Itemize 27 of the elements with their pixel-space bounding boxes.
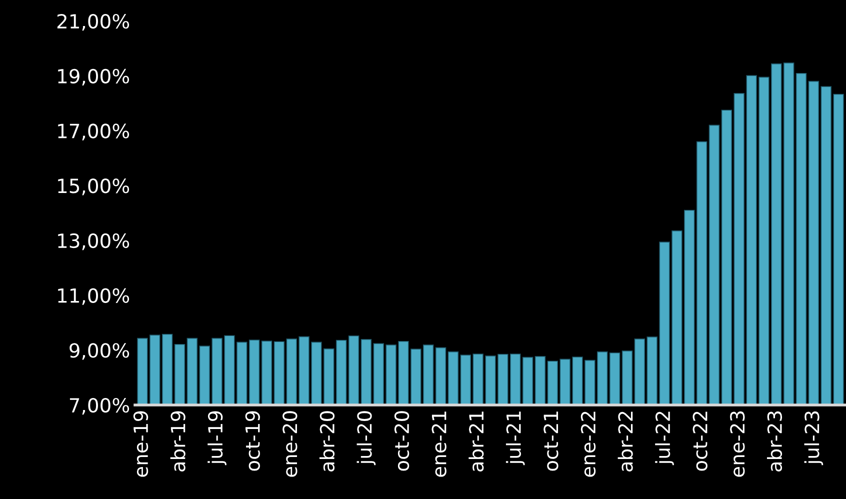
x-tick-label: oct-19 — [245, 411, 260, 471]
x-tick-label: abr-21 — [468, 412, 484, 472]
y-tick-label: 11,00% — [58, 288, 130, 305]
x-tick-label: ene-19 — [133, 411, 148, 477]
x-tick-label: jul-21 — [506, 412, 525, 466]
y-tick-label: 17,00% — [58, 124, 130, 140]
y-tick-label: 21,00% — [57, 14, 130, 31]
x-tick-label: jul-23 — [804, 411, 824, 466]
y-tick-label: 13,00% — [58, 233, 130, 250]
x-tick-label: abr-22 — [618, 412, 633, 472]
x-tick-label: ene-20 — [282, 411, 298, 477]
x-tick-label: ene-21 — [432, 412, 446, 477]
x-tick-label: abr-20 — [320, 411, 335, 472]
y-tick-label: 15,00% — [58, 178, 130, 196]
x-tick-label: oct-20 — [394, 411, 410, 471]
x-tick-label: oct-22 — [692, 412, 708, 471]
y-tick-label: 19,00% — [58, 68, 130, 86]
y-tick-label: 7,00% — [70, 398, 130, 415]
y-tick-label: 9,00% — [70, 343, 130, 360]
x-tick-label: jul-20 — [356, 411, 376, 466]
x-tick-label: ene-23 — [730, 411, 745, 477]
x-tick-label: oct-21 — [544, 412, 558, 471]
x-tick-label: ene-22 — [580, 412, 596, 477]
x-tick-label: abr-19 — [170, 411, 186, 472]
x-tick-label: jul-22 — [655, 412, 674, 466]
x-tick-label: abr-23 — [766, 411, 782, 472]
x-tick-label: jul-19 — [208, 411, 226, 466]
